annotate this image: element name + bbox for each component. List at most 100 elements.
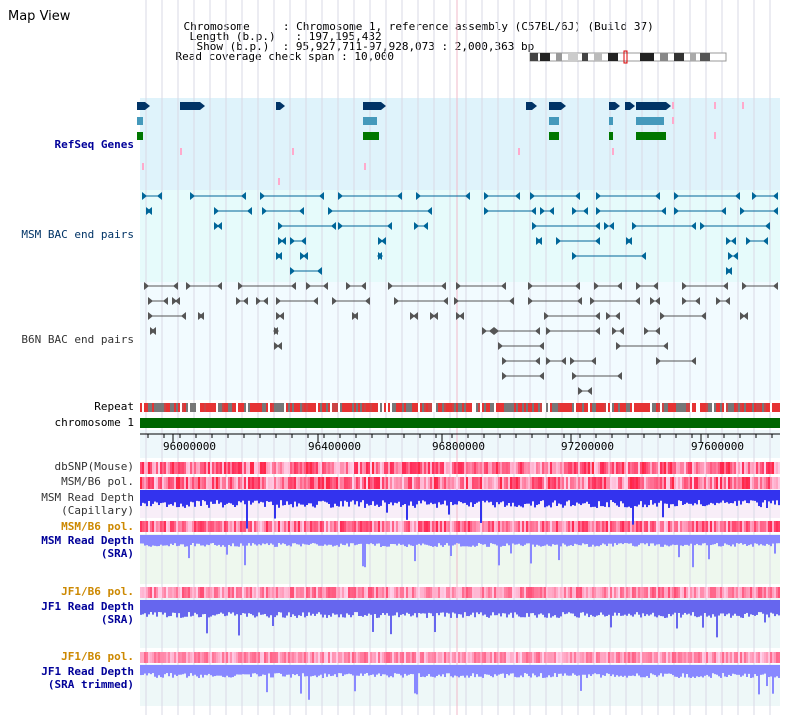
jf1-b6-pol-heat: [152, 587, 154, 598]
jf1-trim-depth-bar: [736, 665, 738, 675]
repeat-segment: [392, 403, 394, 412]
jf1-b6-pol-heat: [564, 587, 566, 598]
jf1-sra-depth-bar: [508, 600, 510, 615]
msm-sra-depth-bar: [754, 535, 756, 544]
msm-b6-pol-heat-2: [288, 521, 290, 532]
jf1-b6-pol-heat: [294, 587, 296, 598]
msm-b6-pol-heat-2: [410, 521, 412, 532]
msm-cap-depth-bar: [498, 490, 500, 505]
repeat-segment: [244, 403, 246, 412]
msm-b6-pol-heat: [416, 477, 418, 489]
jf1-b6-pol-heat-2: [664, 652, 666, 663]
jf1-sra-depth-bar: [250, 600, 252, 614]
jf1-trim-depth-bar: [154, 665, 156, 677]
track-label-refseq-genes[interactable]: RefSeq Genes: [54, 138, 134, 151]
msm-sra-depth-bar: [776, 535, 778, 544]
msm-sra-depth-bar: [584, 535, 586, 545]
track-label-jf1-b6-pol[interactable]: JF1/B6 pol.: [61, 585, 134, 598]
jf1-sra-depth-bar: [616, 600, 618, 616]
msm-sra-depth-bar: [318, 535, 320, 546]
jf1-b6-pol-heat-2: [532, 652, 534, 663]
track-label-msm-depth-sra[interactable]: MSM Read Depth: [41, 534, 134, 547]
msm-bac-pair-end: [530, 192, 535, 200]
msm-b6-pol-heat: [326, 477, 328, 489]
jf1-trim-depth-bar: [324, 665, 326, 674]
jf1-b6-pol-heat: [350, 587, 352, 598]
dbsnp-heat: [252, 462, 254, 474]
track-label-msm-depth-capillary[interactable]: MSM Read Depth: [41, 491, 134, 504]
dbsnp-heat: [458, 462, 460, 474]
jf1-trim-depth-bar: [722, 665, 724, 674]
jf1-b6-pol-heat-2: [704, 652, 706, 663]
repeat-segment: [398, 403, 400, 412]
msm-sra-depth-bar: [396, 535, 398, 546]
refseq-marker: [612, 148, 614, 155]
track-label-jf1-b6-pol-2[interactable]: JF1/B6 pol.: [61, 650, 134, 663]
jf1-trim-depth-bar: [372, 665, 374, 675]
repeat-segment: [156, 403, 158, 412]
dbsnp-heat: [400, 462, 402, 474]
track-label-dbsnp[interactable]: dbSNP(Mouse): [54, 460, 134, 473]
msm-sra-depth-bar: [772, 535, 774, 544]
track-label-repeat[interactable]: Repeat: [94, 400, 134, 413]
jf1-sra-depth-bar: [736, 600, 738, 616]
track-label-msm-b6-pol[interactable]: MSM/B6 pol.: [61, 475, 134, 488]
jf1-b6-pol-heat-2: [380, 652, 382, 663]
jf1-b6-pol-heat-2: [734, 652, 736, 663]
jf1-b6-pol-heat: [600, 587, 602, 598]
repeat-segment: [342, 403, 344, 412]
jf1-trim-depth-bar: [482, 665, 484, 678]
dbsnp-heat: [368, 462, 370, 474]
dbsnp-heat: [548, 462, 550, 474]
track-label-b6n-bac[interactable]: B6N BAC end pairs: [21, 333, 134, 346]
jf1-b6-pol-heat: [480, 587, 482, 598]
dbsnp-heat: [404, 462, 406, 474]
track-label-msm-bac[interactable]: MSM BAC end pairs: [21, 228, 134, 241]
b6n-bac-pair-end: [701, 312, 706, 320]
jf1-sra-depth-bar: [732, 600, 734, 616]
track-label-jf1-depth-sra[interactable]: JF1 Read Depth: [41, 600, 134, 613]
repeat-segment: [378, 403, 380, 412]
msm-sra-depth-bar: [714, 535, 716, 545]
msm-bac-pair-end: [765, 222, 770, 230]
msm-b6-pol-heat: [448, 477, 450, 489]
msm-b6-pol-heat: [588, 477, 590, 489]
dbsnp-heat: [756, 462, 758, 474]
msm-cap-depth-bar: [308, 490, 310, 504]
msm-sra-depth-bar: [190, 535, 192, 545]
track-label-jf1-depth-trimmed[interactable]: JF1 Read Depth: [41, 665, 134, 678]
msm-sra-depth-bar: [186, 535, 188, 547]
dbsnp-heat: [314, 462, 316, 474]
track-label-msm-b6-pol-2[interactable]: MSM/B6 pol.: [61, 520, 134, 533]
msm-cap-depth-bar: [734, 490, 736, 502]
repeat-segment: [222, 403, 224, 412]
jf1-b6-pol-heat: [708, 587, 710, 598]
b6n-bac-pair-end: [274, 342, 279, 350]
msm-cap-depth-bar: [672, 490, 674, 505]
dbsnp-heat: [182, 462, 184, 474]
repeat-segment: [504, 403, 506, 412]
msm-cap-depth-bar: [556, 490, 558, 506]
track-label-chromosome[interactable]: chromosome 1: [54, 416, 134, 429]
jf1-b6-pol-heat-2: [328, 652, 330, 663]
track-label-jf1-depth-trimmed-sub: (SRA trimmed): [47, 678, 134, 691]
jf1-sra-depth-bar: [448, 600, 450, 614]
msm-sra-depth-bar: [708, 535, 710, 560]
jf1-sra-depth-bar: [264, 600, 266, 614]
jf1-sra-depth-bar: [300, 600, 302, 616]
msm-b6-pol-heat-2: [382, 521, 384, 532]
jf1-trim-depth-bar: [436, 665, 438, 676]
msm-b6-pol-heat-2: [254, 521, 256, 532]
msm-cap-depth-bar: [680, 490, 682, 502]
b6n-bac-pair-end: [636, 282, 641, 290]
jf1-b6-pol-heat-2: [580, 652, 582, 663]
msm-b6-pol-heat: [272, 477, 274, 489]
dbsnp-heat: [436, 462, 438, 474]
jf1-trim-depth-bar: [662, 665, 664, 677]
msm-bac-pair-end: [278, 222, 283, 230]
dbsnp-heat: [294, 462, 296, 474]
msm-b6-pol-heat-2: [466, 521, 468, 532]
msm-sra-depth-bar: [416, 535, 418, 545]
repeat-segment: [340, 403, 342, 412]
